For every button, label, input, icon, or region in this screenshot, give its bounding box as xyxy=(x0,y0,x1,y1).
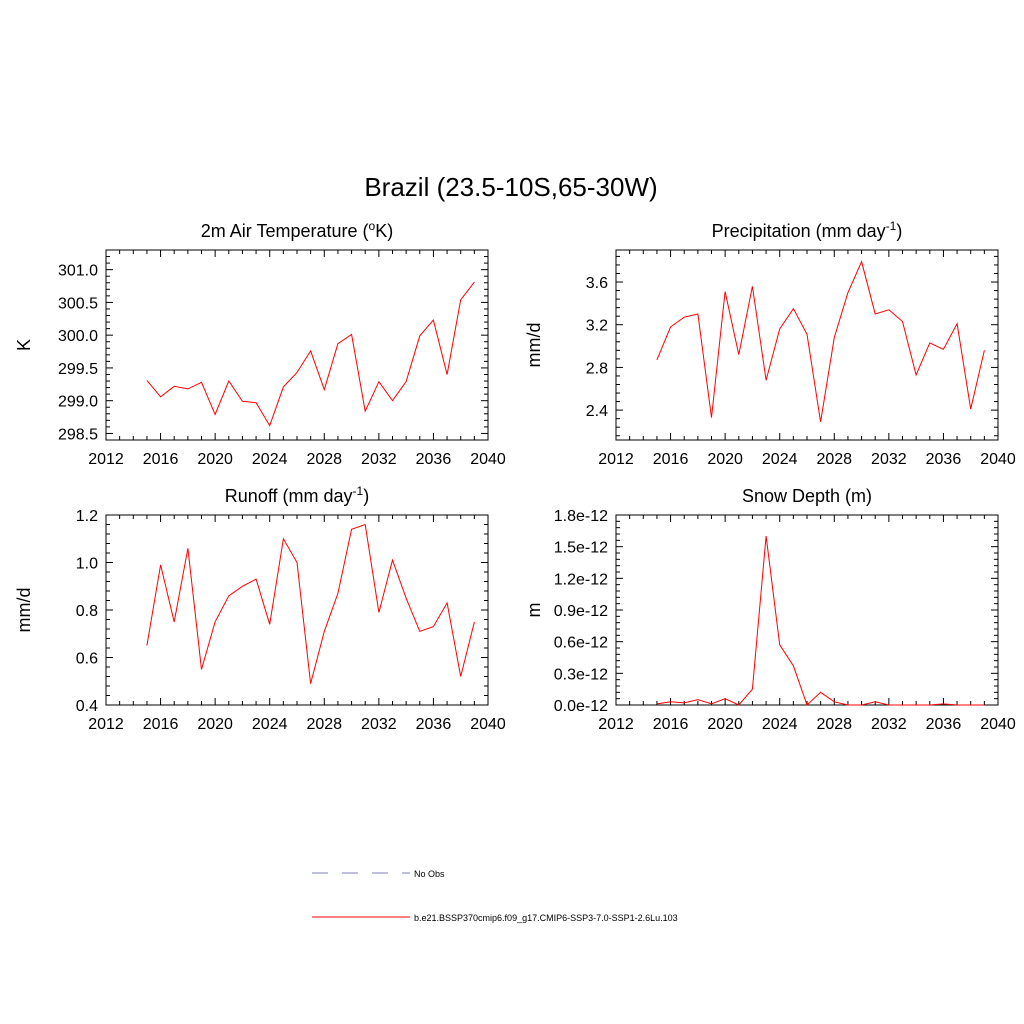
snow-depth-y-tick-label: 0.3e-12 xyxy=(554,666,608,683)
snow-depth-y-tick-label: 0.9e-12 xyxy=(554,603,608,620)
snow-depth-title: Snow Depth (m) xyxy=(742,486,872,506)
temperature-x-tick-label: 2016 xyxy=(143,451,179,468)
temperature-x-tick-label: 2036 xyxy=(416,451,452,468)
snow-depth-title-main: Snow Depth (m) xyxy=(742,486,872,506)
runoff-title-sup: -1 xyxy=(353,484,364,498)
temperature-x-tick-label: 2024 xyxy=(252,451,288,468)
runoff-y-axis-label: mm/d xyxy=(14,588,34,633)
runoff-x-tick-label: 2032 xyxy=(361,716,397,733)
runoff-x-tick-label: 2020 xyxy=(197,716,233,733)
runoff-title: Runoff (mm day-1) xyxy=(225,484,369,506)
temperature-y-axis-label: K xyxy=(14,339,34,351)
temperature-x-tick-label: 2020 xyxy=(197,451,233,468)
legend-label-no-obs: No Obs xyxy=(414,869,445,879)
snow-depth-x-tick-label: 2032 xyxy=(871,716,907,733)
runoff-series-line xyxy=(146,523,475,684)
precipitation-y-tick-label: 3.2 xyxy=(586,318,608,335)
snow-depth-x-tick-label: 2016 xyxy=(653,716,689,733)
temperature-title-end: K) xyxy=(375,221,393,241)
runoff-x-tick-label: 2012 xyxy=(88,716,124,733)
temperature-y-tick-label: 300.0 xyxy=(58,328,98,345)
snow-depth-y-axis-label: m xyxy=(524,603,544,618)
legend: No Obs b.e21.BSSP370cmip6.f09_g17.CMIP6-… xyxy=(312,869,678,923)
snow-depth-y-tick-label: 1.2e-12 xyxy=(554,571,608,588)
precipitation-x-tick-label: 2024 xyxy=(762,451,798,468)
temperature-y-tick-label: 299.5 xyxy=(58,361,98,378)
precipitation-x-tick-label: 2020 xyxy=(707,451,743,468)
snow-depth-x-tick-label: 2036 xyxy=(926,716,962,733)
precipitation-title-sup: -1 xyxy=(886,219,897,233)
precipitation-title-end: ) xyxy=(896,221,902,241)
precipitation-x-tick-label: 2040 xyxy=(980,451,1016,468)
runoff-x-tick-label: 2040 xyxy=(470,716,506,733)
runoff-y-tick-label: 0.8 xyxy=(76,603,98,620)
snow-depth-x-tick-label: 2040 xyxy=(980,716,1016,733)
temperature-y-tick-label: 299.0 xyxy=(58,394,98,411)
snow-depth-y-tick-label: 0.6e-12 xyxy=(554,635,608,652)
temperature-series-line xyxy=(146,281,475,427)
runoff-y-tick-label: 1.0 xyxy=(76,556,98,573)
panels: 2m Air Temperature (oK) K 2012 2016 2020 2024… xyxy=(14,219,1016,733)
precipitation-y-tick-label: 2.4 xyxy=(586,403,608,420)
runoff-y-tick-label: 0.4 xyxy=(76,698,98,715)
runoff-x-tick-label: 2016 xyxy=(143,716,179,733)
snow-depth-y-tick-label: 1.8e-12 xyxy=(554,508,608,525)
precipitation-y-tick-label: 2.8 xyxy=(586,360,608,377)
figure-title: Brazil (23.5-10S,65-30W) xyxy=(364,172,657,202)
snow-depth-y-tick-label: 1.5e-12 xyxy=(554,540,608,557)
precipitation-series-line xyxy=(656,260,985,422)
precipitation-title-main: Precipitation (mm day xyxy=(712,221,886,241)
snow-depth-x-tick-label: 2028 xyxy=(816,716,852,733)
temperature-y-tick-label: 300.5 xyxy=(58,295,98,312)
runoff-y-tick-label: 1.2 xyxy=(76,508,98,525)
temperature-x-tick-label: 2032 xyxy=(361,451,397,468)
precipitation-y-tick-label: 3.6 xyxy=(586,275,608,292)
panel-snow-depth: Snow Depth (m) m 2012 2016 2020 2024 2028 2032 2… xyxy=(524,486,1016,733)
snow-depth-plot-frame xyxy=(615,514,999,706)
temperature-y-tick-label: 298.5 xyxy=(58,426,98,443)
legend-label-model: b.e21.BSSP370cmip6.f09_g17.CMIP6-SSP3-7.… xyxy=(414,913,678,923)
legend-item-model: b.e21.BSSP370cmip6.f09_g17.CMIP6-SSP3-7.… xyxy=(312,913,678,923)
temperature-x-tick-label: 2012 xyxy=(88,451,124,468)
precipitation-title: Precipitation (mm day-1) xyxy=(712,219,903,241)
panel-runoff: Runoff (mm day-1) mm/d 2012 2016 2020 2024 202… xyxy=(14,484,506,733)
runoff-x-tick-label: 2024 xyxy=(252,716,288,733)
precipitation-x-tick-label: 2032 xyxy=(871,451,907,468)
temperature-x-tick-label: 2028 xyxy=(306,451,342,468)
snow-depth-x-tick-label: 2024 xyxy=(762,716,798,733)
precipitation-x-tick-label: 2016 xyxy=(653,451,689,468)
precipitation-x-tick-label: 2036 xyxy=(926,451,962,468)
runoff-x-tick-label: 2036 xyxy=(416,716,452,733)
temperature-title-main: 2m Air Temperature ( xyxy=(201,221,369,241)
temperature-title: 2m Air Temperature (oK) xyxy=(201,219,393,241)
runoff-plot-frame xyxy=(105,514,489,706)
runoff-y-tick-label: 0.6 xyxy=(76,651,98,668)
temperature-x-tick-label: 2040 xyxy=(470,451,506,468)
snow-depth-series-line xyxy=(656,536,985,706)
precipitation-x-tick-label: 2012 xyxy=(598,451,634,468)
precipitation-plot-frame xyxy=(615,249,999,441)
snow-depth-x-tick-label: 2012 xyxy=(598,716,634,733)
runoff-x-tick-label: 2028 xyxy=(306,716,342,733)
snow-depth-x-tick-label: 2020 xyxy=(707,716,743,733)
runoff-title-main: Runoff (mm day xyxy=(225,486,353,506)
temperature-plot-frame xyxy=(105,249,489,441)
precipitation-y-axis-label: mm/d xyxy=(524,323,544,368)
panel-temperature: 2m Air Temperature (oK) K 2012 2016 2020 2024… xyxy=(14,219,506,468)
snow-depth-y-tick-label: 0.0e-12 xyxy=(554,698,608,715)
temperature-title-sup: o xyxy=(369,219,376,233)
temperature-y-tick-label: 301.0 xyxy=(58,263,98,280)
legend-item-no-obs: No Obs xyxy=(312,869,445,879)
panel-precipitation: Precipitation (mm day-1) mm/d 2012 2016 2020… xyxy=(524,219,1016,468)
precipitation-x-tick-label: 2028 xyxy=(816,451,852,468)
runoff-title-end: ) xyxy=(363,486,369,506)
